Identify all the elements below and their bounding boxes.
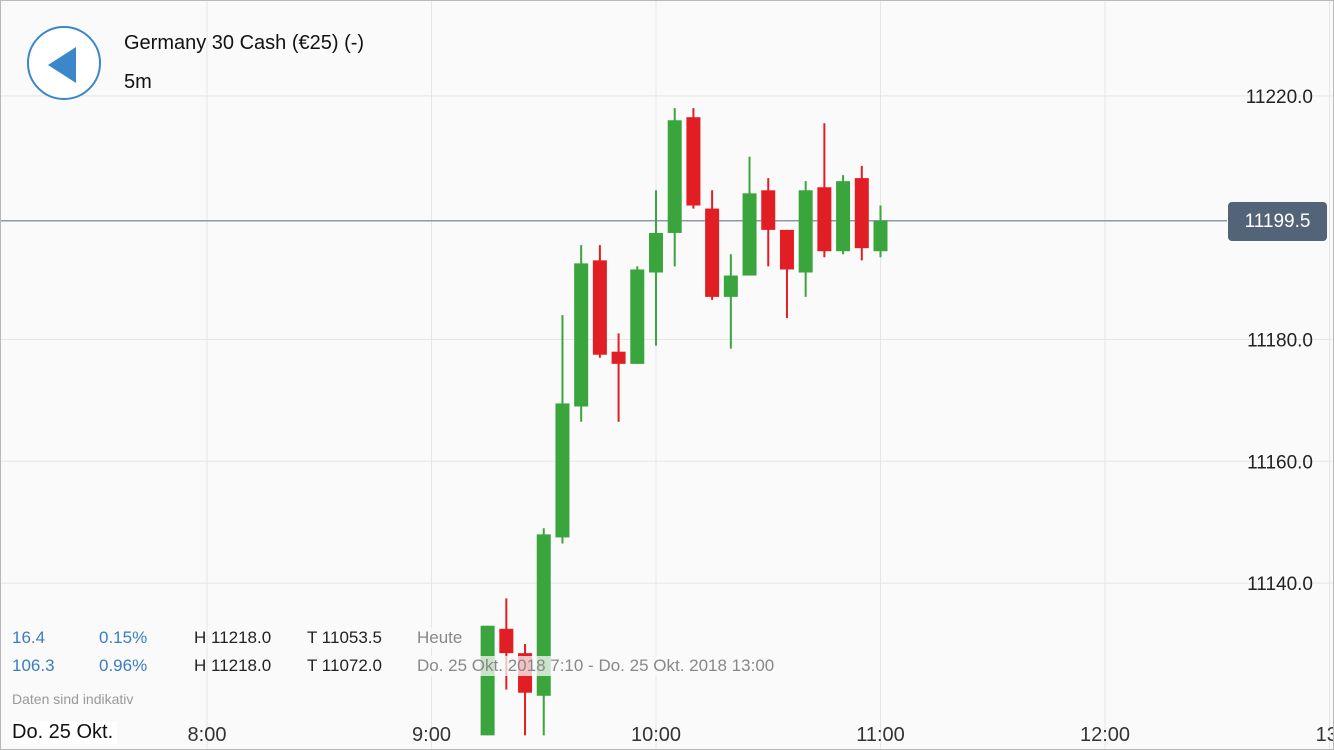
current-price-badge: 11199.5 <box>1228 202 1327 241</box>
stats-high-today: H 11218.0 <box>194 628 272 647</box>
candle-body <box>499 628 514 654</box>
y-tick-label: 11160.0 <box>1247 452 1313 473</box>
stats-change-today: 16.4 <box>12 628 46 647</box>
stats-period-range: Do. 25 Okt. 2018 7:10 - Do. 25 Okt. 2018… <box>417 656 775 676</box>
instrument-title: Germany 30 Cash (€25) (-) <box>124 32 365 54</box>
x-tick-label: 12:00 <box>1080 724 1130 746</box>
candle-body <box>667 120 682 233</box>
x-tick-label: 9:00 <box>412 724 451 746</box>
candle-body <box>817 187 832 252</box>
candle-body <box>536 534 551 696</box>
x-tick-label: 11:00 <box>856 724 905 746</box>
disclaimer-text: Daten sind indikativ <box>12 691 134 707</box>
candle-body <box>723 275 738 297</box>
candle-body <box>854 178 869 249</box>
candle-body <box>480 625 495 736</box>
stats-low-today: T 11053.5 <box>307 628 382 647</box>
candle-body <box>611 351 626 364</box>
back-arrow-icon <box>48 47 76 83</box>
candle-body <box>798 190 813 273</box>
stats-change-range: 106.3 <box>12 656 55 675</box>
x-tick-label: 8:00 <box>188 724 227 746</box>
y-tick-label: 11140.0 <box>1247 574 1313 595</box>
date-label: Do. 25 Okt. <box>12 721 118 744</box>
candle-body <box>574 263 589 407</box>
candle-body <box>779 229 794 270</box>
stats-pct-today: 0.15% <box>99 628 148 647</box>
timeframe-label[interactable]: 5m <box>124 71 152 93</box>
candle-body <box>705 208 720 297</box>
x-tick-label: 13: <box>1316 724 1333 746</box>
stats-high-range: H 11218.0 <box>194 656 272 675</box>
y-tick-label: 11220.0 <box>1246 87 1313 108</box>
stats-period-today: Heute <box>417 628 463 648</box>
stats-pct-range: 0.96% <box>99 656 148 675</box>
candle-body <box>761 190 776 230</box>
candle-body <box>686 117 701 206</box>
stats-low-range: T 11072.0 <box>307 656 382 675</box>
candle-body <box>592 260 607 355</box>
candle-body <box>873 220 888 252</box>
candle-body <box>742 193 757 276</box>
x-tick-label: 10:00 <box>631 724 681 746</box>
candle-body <box>836 181 851 252</box>
y-tick-label: 11180.0 <box>1247 331 1313 352</box>
candle-body <box>649 232 663 273</box>
candle-body <box>555 403 570 538</box>
candle-body <box>630 269 645 364</box>
back-button[interactable] <box>27 26 101 100</box>
